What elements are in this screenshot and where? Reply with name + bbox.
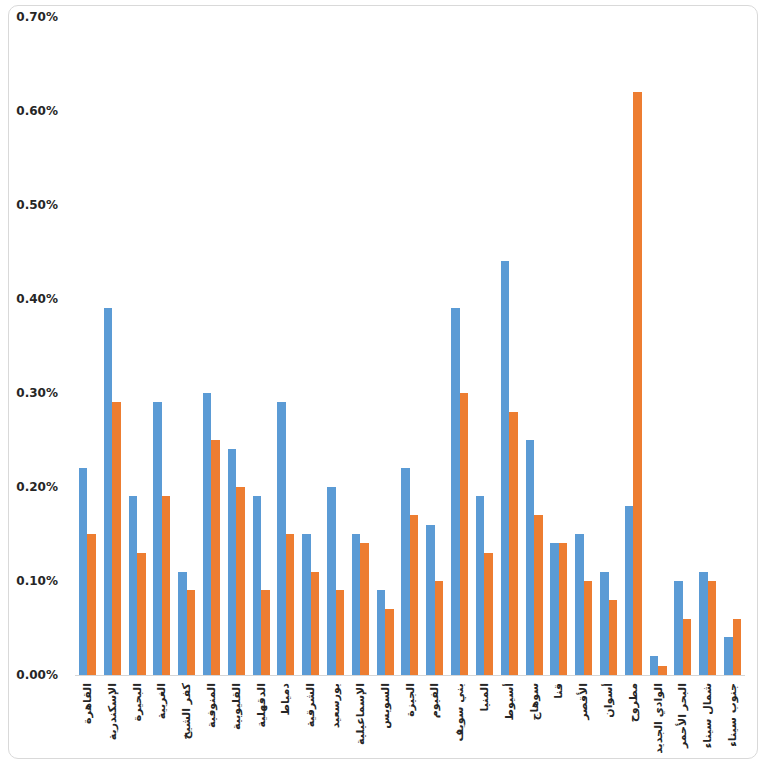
chart-frame	[8, 5, 758, 759]
